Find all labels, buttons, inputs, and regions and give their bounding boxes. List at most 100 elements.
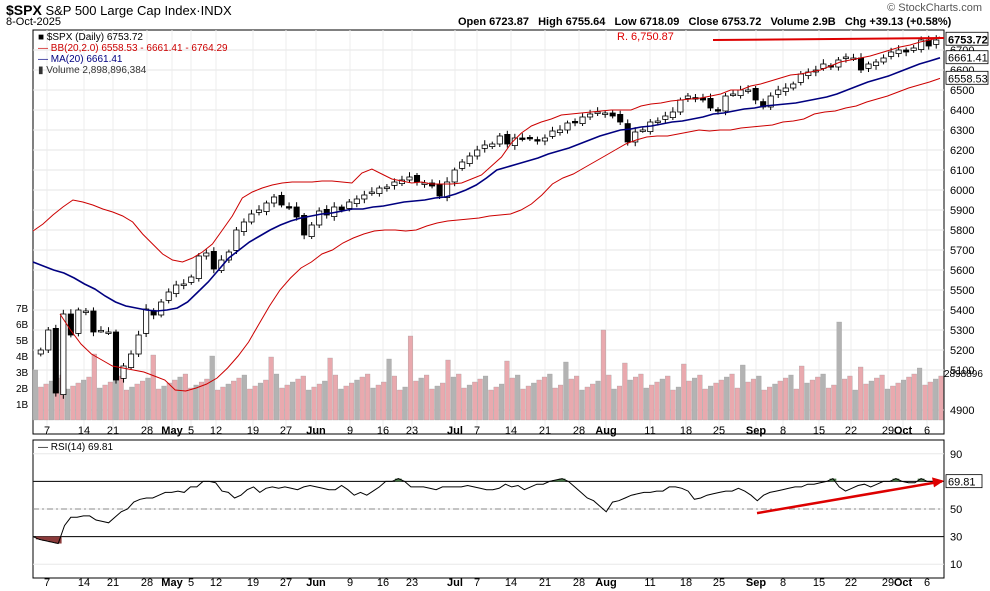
candle-body <box>444 181 451 199</box>
price-tick-label: 5700 <box>950 245 974 257</box>
volume-bar <box>933 378 939 421</box>
candle-body <box>594 111 601 114</box>
volume-bar <box>198 381 205 421</box>
volume-bar <box>659 378 665 421</box>
candle-body <box>579 116 586 124</box>
value-label-text: 6753.72 <box>948 34 988 46</box>
price-x-tick-label: 7 <box>44 425 50 437</box>
volume-tick-label: 1B <box>16 400 29 411</box>
price-tick-label: 4900 <box>950 405 974 417</box>
volume-bar <box>525 385 531 421</box>
price-x-tick-label: Jun <box>306 425 326 437</box>
change-value: +39.13 (+0.58%) <box>869 16 952 28</box>
candle-body <box>797 73 804 83</box>
volume-tick-label: 3B <box>16 368 29 379</box>
legend-bb: — BB(20,2.0) 6558.53 - 6661.41 - 6764.29 <box>38 43 228 54</box>
rsi-x-tick-label: 15 <box>813 577 825 589</box>
rsi-x-tick-label: 19 <box>247 577 259 589</box>
price-x-tick-label: 22 <box>845 425 857 437</box>
candle-body <box>383 186 390 189</box>
candle-body <box>52 327 59 394</box>
volume-bar <box>359 376 365 421</box>
volume-bar <box>193 384 199 421</box>
candle-body <box>564 122 571 131</box>
volume-bar <box>257 382 263 421</box>
candle-body <box>255 209 263 213</box>
volume-bar <box>156 388 162 421</box>
price-x-tick-label: 27 <box>280 425 292 437</box>
value-label-box <box>945 70 989 85</box>
candle-body <box>782 87 789 92</box>
volume-bar <box>793 388 799 421</box>
volume-bar <box>440 382 446 421</box>
ma-20-line <box>32 57 941 312</box>
candle-body <box>556 129 564 133</box>
bb-upper-line <box>32 36 941 263</box>
price-tick-label: 5300 <box>950 325 974 337</box>
legend-volume: ▮ Volume 2,898,896,384 <box>38 65 147 76</box>
candle-body <box>203 252 210 257</box>
volume-bar <box>708 385 714 421</box>
volume-bar <box>713 382 719 421</box>
price-x-tick-label: Oct <box>894 425 913 437</box>
candle-body <box>775 89 782 95</box>
candle-body <box>301 214 308 236</box>
volume-bar <box>166 382 172 421</box>
volume-bar <box>81 379 87 421</box>
rsi-x-tick-label: 14 <box>505 577 517 589</box>
volume-bar <box>418 377 424 421</box>
price-tick-label: 5100 <box>950 365 974 377</box>
volume-bar <box>48 380 54 421</box>
candle-body <box>722 95 729 112</box>
candle-body <box>135 334 142 355</box>
volume-bar <box>616 385 623 421</box>
price-tick-label: 5900 <box>950 205 974 217</box>
volume-bar <box>697 374 703 421</box>
volume-bar <box>804 382 810 421</box>
volume-bar <box>182 373 188 421</box>
rsi-x-tick-label: 28 <box>573 577 585 589</box>
price-x-tick-label: Aug <box>595 425 616 437</box>
rsi-x-tick-label: May <box>161 577 183 589</box>
volume-bar <box>70 385 76 421</box>
candle-body <box>842 56 849 59</box>
volume-bar <box>488 389 494 421</box>
volume-bar <box>831 384 837 421</box>
volume-bar <box>118 375 124 421</box>
volume-bar <box>123 389 130 421</box>
price-tick-label: 6000 <box>950 185 974 197</box>
volume-bar <box>466 384 472 421</box>
price-x-tick-label: 16 <box>377 425 389 437</box>
rsi-x-tick-label: 18 <box>680 577 692 589</box>
price-tick-label: 5800 <box>950 225 974 237</box>
volume-bar <box>295 378 301 421</box>
volume-bar <box>633 376 639 421</box>
price-x-tick-label: 14 <box>505 425 517 437</box>
value-label-box <box>945 50 989 65</box>
volume-bar <box>407 335 414 421</box>
value-label-text: 6661.41 <box>948 53 988 65</box>
volume-bar <box>263 379 269 421</box>
volume-tick-label: 6B <box>16 320 29 331</box>
candle-body <box>391 181 398 186</box>
volume-bar <box>686 380 692 421</box>
volume-bar <box>547 373 553 421</box>
candle-body <box>45 329 52 351</box>
volume-bar <box>858 366 864 421</box>
volume-bar <box>879 374 885 421</box>
rsi-value-box <box>945 474 983 489</box>
volume-bar <box>718 379 724 421</box>
volume-bar <box>113 378 119 421</box>
volume-bar <box>750 378 756 421</box>
volume-bar <box>424 374 430 421</box>
candle-body <box>873 61 880 66</box>
volume-bar <box>402 386 408 421</box>
chart-date: 8-Oct-2025 <box>6 16 62 28</box>
volume-bar <box>874 377 880 421</box>
price-panel: 4900 5100 5200 5300 5400 5500 5600 5700 5800 5900… <box>16 29 989 437</box>
candle-body <box>609 112 616 117</box>
price-tick-label: 5500 <box>950 285 974 297</box>
volume-bar <box>820 373 826 421</box>
volume-bar <box>493 386 499 421</box>
